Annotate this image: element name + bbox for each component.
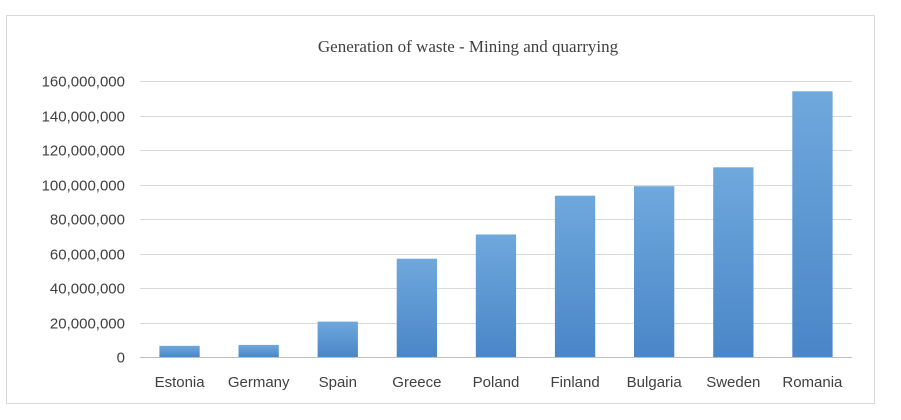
x-tick-label: Spain (319, 374, 357, 391)
y-tick-label: 0 (117, 350, 125, 367)
bars (159, 91, 833, 358)
y-tick-label: 20,000,000 (50, 316, 125, 333)
x-tick-label: Finland (550, 374, 599, 391)
bar-bulgaria (634, 186, 675, 357)
bar-germany (238, 344, 279, 357)
bar-greece (396, 258, 437, 357)
y-tick-label: 160,000,000 (42, 74, 125, 91)
x-axis-tick-labels: Estonia Germany Spain Greece Poland Finland Bu… (155, 374, 843, 391)
y-axis-tick-labels: 0 20,000,000 40,000,000 60,000,000 80,000,00… (42, 74, 125, 367)
x-tick-label: Estonia (155, 374, 206, 391)
y-tick-label: 60,000,000 (50, 247, 125, 264)
y-tick-label: 120,000,000 (42, 143, 125, 160)
x-tick-label: Germany (228, 374, 290, 391)
bar-spain (317, 321, 358, 357)
x-tick-label: Bulgaria (627, 374, 683, 391)
x-tick-label: Romania (782, 374, 843, 391)
y-tick-label: 100,000,000 (42, 178, 125, 195)
bar-finland (554, 195, 596, 357)
bar-sweden (713, 167, 754, 358)
x-tick-label: Sweden (706, 374, 760, 391)
bar-poland (475, 234, 517, 357)
chart-title: Generation of waste - Mining and quarryi… (318, 37, 619, 56)
y-tick-label: 80,000,000 (50, 212, 125, 229)
x-tick-label: Greece (392, 374, 441, 391)
x-tick-label: Poland (473, 374, 520, 391)
y-tick-label: 140,000,000 (42, 109, 125, 126)
bar-estonia (159, 345, 200, 357)
bar-romania (792, 91, 833, 358)
y-tick-label: 40,000,000 (50, 281, 125, 298)
